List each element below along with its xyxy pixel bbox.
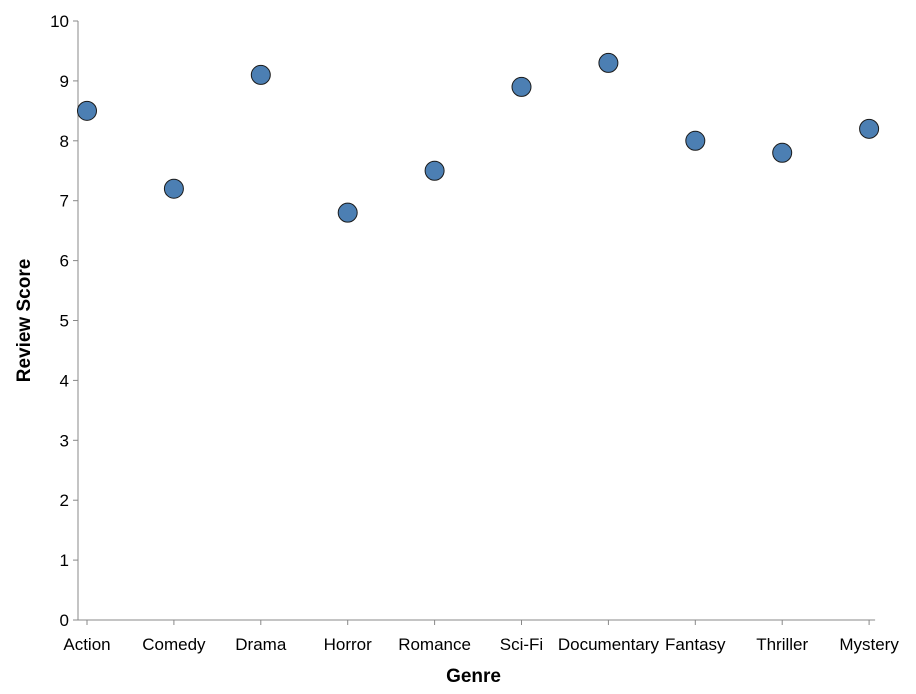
y-tick-label: 7 [60,192,69,211]
data-point [337,202,358,223]
y-tick-label: 1 [60,551,69,570]
x-axis-title: Genre [446,666,501,687]
y-tick-label: 9 [60,72,69,91]
data-point [772,142,793,163]
data-point [859,118,880,139]
x-tick-label: Documentary [558,635,660,654]
data-point [685,130,706,151]
data-point [511,76,532,97]
data-point [77,100,97,121]
data-point [424,160,445,181]
x-tick-label: Romance [398,635,471,654]
y-tick-label: 0 [60,611,69,630]
x-tick-label: Sci-Fi [500,635,543,654]
x-tick-label: Action [63,635,110,654]
x-tick-label: Comedy [142,635,206,654]
data-point [598,52,619,73]
y-tick-label: 8 [60,132,69,151]
x-tick-label: Mystery [839,635,899,654]
y-axis: 0 1 2 3 4 5 6 7 8 9 10 [50,12,79,630]
y-axis-title: Review Score [14,259,35,383]
data-points [77,52,880,223]
x-tick-label: Horror [324,635,373,654]
x-tick-label: Thriller [756,635,808,654]
x-axis: Action Comedy Drama Horror Romance Sci-Fi Docu… [63,619,899,654]
y-tick-label: 4 [60,371,69,390]
data-point [250,64,271,85]
data-point [163,178,184,199]
y-tick-label: 2 [60,491,69,510]
y-tick-label: 6 [60,252,69,271]
y-tick-label: 3 [60,431,69,450]
y-tick-label: 10 [50,12,69,31]
y-tick-label: 5 [60,312,69,331]
x-tick-label: Drama [235,635,287,654]
x-tick-label: Fantasy [665,635,726,654]
